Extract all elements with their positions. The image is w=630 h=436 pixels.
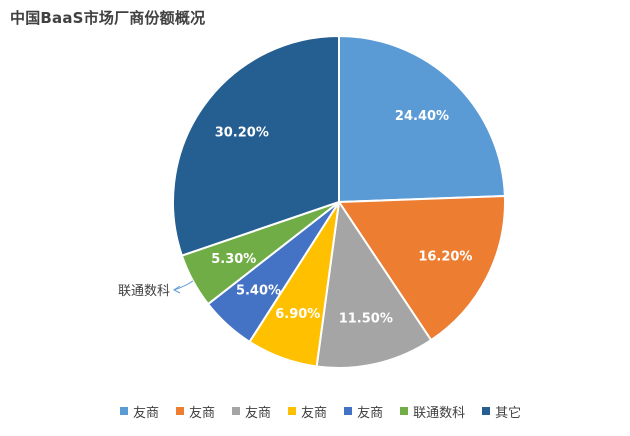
slice-data-label-6: 30.20%	[215, 125, 269, 140]
slice-data-label-1: 16.20%	[418, 250, 472, 265]
legend-item-3: 友商	[288, 402, 327, 421]
legend-swatch-1	[176, 407, 185, 415]
legend-label-0: 友商	[133, 405, 160, 421]
callout-label: 联通数科	[118, 284, 170, 299]
legend-label-3: 友商	[301, 405, 328, 421]
pie-slice-2	[315, 199, 433, 369]
legend-swatch-3	[288, 407, 297, 415]
slice-data-label-3: 6.90%	[275, 307, 320, 322]
legend-swatch-2	[232, 407, 241, 415]
pie-slice-6	[172, 34, 340, 257]
slice-data-label-4: 5.40%	[236, 283, 281, 298]
legend-swatch-4	[344, 407, 353, 415]
pie-slice-1	[337, 194, 506, 342]
pie-slice-0	[338, 34, 506, 204]
legend-label-1: 友商	[189, 405, 216, 421]
slice-data-label-5: 5.30%	[211, 252, 256, 267]
chart-legend: 友商 友商 友商 友商 友商 联通数科 其它	[120, 402, 521, 421]
slice-data-label-2: 11.50%	[339, 312, 393, 327]
legend-item-5: 联通数科	[400, 402, 465, 421]
callout-arrowhead	[173, 285, 181, 294]
legend-swatch-5	[400, 407, 409, 415]
legend-label-5: 联通数科	[413, 405, 466, 421]
legend-item-0: 友商	[120, 402, 159, 421]
chart-title: 中国BaaS市场厂商份额概况	[10, 9, 206, 27]
legend-item-1: 友商	[176, 402, 215, 421]
legend-swatch-0	[120, 407, 128, 415]
legend-label-4: 友商	[357, 405, 384, 421]
callout-line	[173, 280, 194, 291]
legend-label-2: 友商	[245, 405, 272, 421]
legend-item-2: 友商	[232, 402, 271, 421]
legend-item-6: 其它	[482, 402, 521, 421]
legend-label-6: 其它	[495, 405, 522, 421]
legend-swatch-6	[482, 407, 491, 415]
legend-item-4: 友商	[344, 402, 383, 421]
slice-data-label-0: 24.40%	[395, 109, 449, 124]
